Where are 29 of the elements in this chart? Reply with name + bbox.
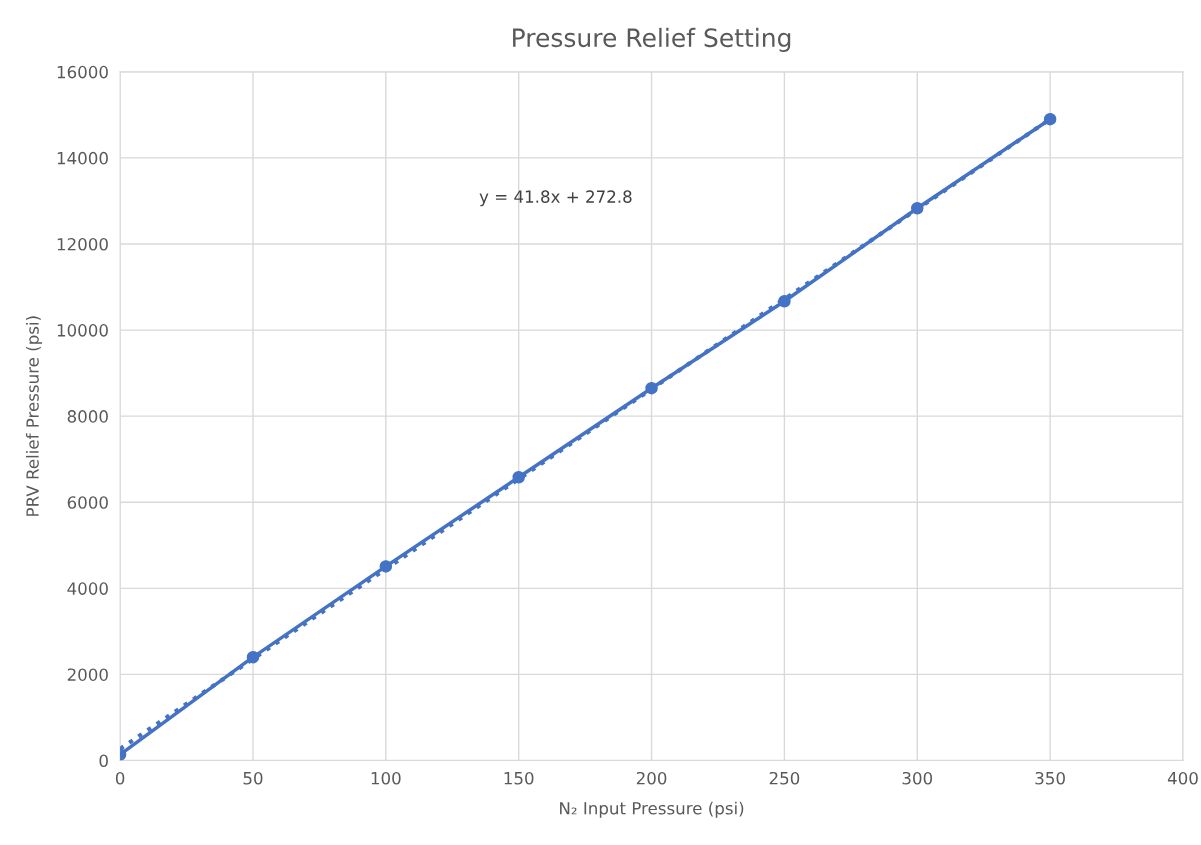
y-tick-label: 16000: [57, 65, 108, 79]
y-axis-title: PRV Relief Pressure (psi): [25, 316, 43, 516]
annotation: y = 41.8x + 272.8: [479, 190, 632, 207]
point: [379, 560, 393, 573]
x-tick-label: 200: [636, 771, 667, 785]
x-axis-title: N₂ Input Pressure (psi): [560, 801, 744, 818]
x-tick-label: 100: [371, 771, 401, 785]
x-tick-label: 300: [902, 771, 933, 785]
point: [512, 471, 525, 484]
x-tick-label: 150: [504, 771, 534, 785]
y-tick-label: 0: [99, 754, 108, 768]
y-tick-label: 10000: [57, 324, 108, 337]
point: [911, 202, 924, 215]
x-tick-label: 50: [243, 771, 263, 785]
y-tick-label: 6000: [67, 496, 108, 509]
x-tick-label: 400: [1167, 771, 1198, 785]
x-tick-label: 350: [1035, 771, 1065, 785]
chart-title: Pressure Relief Setting: [513, 27, 791, 53]
point: [778, 294, 791, 308]
point: [645, 381, 658, 395]
point: [1043, 112, 1057, 126]
point: [246, 650, 260, 664]
y-tick-label: 8000: [67, 410, 108, 423]
x-tick-label: 250: [769, 771, 800, 785]
y-tick-label: 2000: [67, 668, 108, 681]
x-tick-label: 0: [115, 771, 125, 785]
y-tick-label: 14000: [57, 151, 108, 165]
y-tick-label: 4000: [67, 582, 108, 595]
y-tick-label: 12000: [57, 237, 108, 251]
